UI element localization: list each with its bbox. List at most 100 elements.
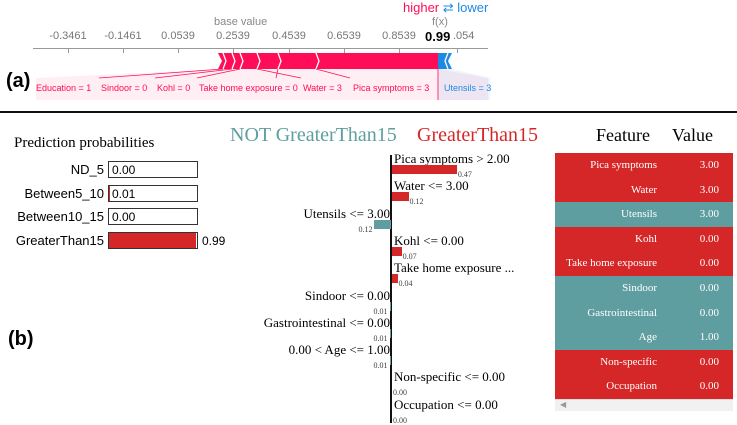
base-value-label: base value — [214, 16, 268, 28]
axis-tick — [399, 48, 400, 53]
feature-name: Gastrointestinal — [587, 306, 657, 319]
feature-table-row: Sindoor 0.00 — [555, 276, 733, 301]
explanation-bar — [392, 192, 409, 202]
legend-higher: higher — [403, 0, 440, 15]
explanation-value: 0.01 — [373, 361, 388, 371]
explanation-value: 0.00 — [393, 388, 407, 398]
positive-class-title: GreaterThan15 — [417, 124, 539, 146]
feature-name: Pica symptoms — [590, 159, 657, 171]
feature-value: 1.00 — [699, 331, 719, 344]
feature-table-row: Kohl 0.00 — [555, 226, 733, 252]
axis-tick-label: 0.4539 — [272, 30, 306, 42]
explanation-bar — [392, 165, 457, 174]
explanation-value: 0.01 — [373, 333, 388, 343]
feature-table-row: Water 3.00 — [555, 177, 733, 203]
probability-row: Between10_15 0.00 — [0, 208, 240, 226]
table-header-feature: Feature — [596, 125, 650, 145]
feature-value: 0.00 — [699, 355, 719, 368]
axis-tick-label: -0.3461 — [49, 30, 87, 42]
axis-tick — [457, 48, 458, 53]
explanation-label: Kohl <= 0.00 — [394, 232, 464, 248]
panel-a-label: (a) — [6, 70, 31, 92]
feature-value: 3.00 — [699, 183, 719, 196]
probability-label: Between5_10 — [24, 185, 104, 201]
feature-value: 0.00 — [699, 257, 719, 270]
explanation-label: Water <= 3.00 — [394, 178, 469, 194]
axis-tick — [233, 48, 234, 53]
probability-row: ND_5 0.00 — [0, 161, 240, 179]
feature-value: 0.00 — [699, 380, 719, 393]
axis-tick-label: 0.8539 — [382, 30, 416, 42]
probability-fill — [109, 232, 197, 248]
feature-table-row: Gastrointestinal 0.00 — [555, 300, 733, 326]
probability-label: ND_5 — [70, 162, 104, 177]
table-scrollbar[interactable]: ◀ — [555, 399, 733, 411]
legend-arrows-icon: ⇄ — [442, 0, 454, 15]
explanation-bar — [389, 356, 391, 366]
force-feature-label: Take home exposure = 0 — [199, 83, 298, 93]
explanation-bar — [392, 274, 398, 284]
divider — [0, 111, 737, 113]
feature-table-row: Utensils 3.00 — [555, 202, 733, 227]
probability-label: Between10_15 — [17, 209, 104, 224]
feature-value: 0.00 — [699, 306, 719, 319]
force-feature-label: Kohl = 0 — [157, 83, 191, 93]
explanation-value: 0.12 — [409, 197, 424, 207]
force-legend: higher ⇄ lower — [403, 0, 488, 16]
feature-table-row: Take home exposure 0.00 — [555, 251, 733, 276]
force-feature-label: Water = 3 — [303, 83, 342, 93]
probabilities-title: Prediction probabilities — [14, 135, 155, 151]
scroll-left-icon[interactable]: ◀ — [560, 400, 567, 409]
force-feature-label: Education = 1 — [36, 83, 92, 93]
explanation-bar — [389, 328, 391, 338]
feature-name: Non-specific — [600, 355, 657, 368]
force-feature-label: Utensils = 3 — [444, 83, 492, 93]
probability-label: GreaterThan15 — [15, 232, 104, 248]
probability-value: 0.00 — [112, 210, 136, 224]
explanation-label: Pica symptoms > 2.00 — [394, 151, 510, 166]
force-feature-label: Sindoor = 0 — [101, 83, 148, 93]
axis-tick — [68, 48, 69, 53]
probability-row: GreaterThan15 0.99 — [0, 231, 240, 250]
feature-name: Kohl — [635, 232, 657, 245]
explanation-label: Take home exposure ... — [394, 260, 515, 276]
axis-tick — [123, 48, 124, 53]
axis-tick-label: 0.0539 — [161, 30, 195, 42]
explanation-label: Non-specific <= 0.00 — [394, 369, 506, 385]
explanation-label: 0.00 < Age <= 1.00 — [288, 342, 390, 358]
explanation-value: 0.04 — [398, 279, 413, 289]
explanation-value: 0.01 — [373, 306, 388, 316]
fx-value: 0.99 — [425, 29, 451, 44]
force-axis — [33, 48, 488, 49]
feature-value: 3.00 — [699, 159, 719, 171]
legend-lower: lower — [457, 0, 489, 15]
axis-tick-label: 0.2539 — [216, 30, 250, 42]
feature-name: Age — [638, 331, 657, 344]
feature-name: Sindoor — [622, 282, 657, 294]
force-feature-label: Pica symptoms = 3 — [353, 83, 430, 93]
feature-name: Water — [631, 183, 657, 196]
explanation-bar — [374, 219, 391, 229]
feature-value: 0.00 — [699, 232, 719, 245]
explanation-value: 0.12 — [358, 224, 373, 234]
axis-tick — [289, 48, 290, 53]
feature-name: Occupation — [606, 380, 657, 393]
explanation-value: 0.47 — [457, 170, 472, 179]
feature-value: 3.00 — [699, 208, 719, 221]
panel-b-label: (b) — [8, 328, 34, 350]
probability-bar: 0.00 — [108, 208, 198, 225]
feature-name: Utensils — [620, 208, 657, 221]
higher-bar — [218, 53, 438, 69]
axis-tick — [178, 48, 179, 53]
feature-table-row: Age 1.00 — [555, 325, 733, 350]
table-header-value: Value — [672, 125, 713, 145]
feature-table-row: Pica symptoms 3.00 — [555, 153, 733, 178]
axis-tick-label: -0.1461 — [104, 30, 142, 42]
probability-value: 0.01 — [112, 186, 136, 201]
explanation-value: 0.07 — [402, 251, 417, 261]
explanation-axis — [390, 155, 392, 423]
axis-tick — [344, 48, 345, 53]
force-bars — [36, 52, 490, 100]
negative-class-title: NOT GreaterThan15 — [230, 124, 397, 146]
explanation-bar — [389, 301, 391, 311]
